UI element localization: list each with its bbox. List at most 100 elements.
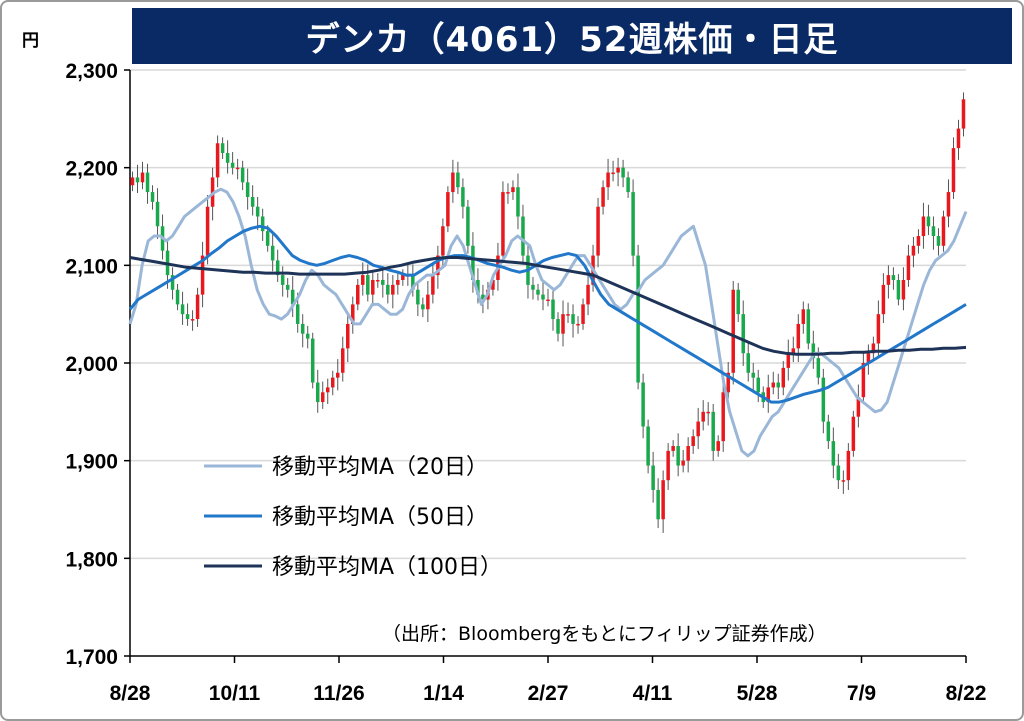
candle-up bbox=[436, 255, 440, 276]
candle-up bbox=[581, 304, 585, 324]
candle-up bbox=[716, 441, 720, 451]
candle-down bbox=[230, 162, 235, 168]
candle-down bbox=[736, 289, 740, 315]
candle-down bbox=[260, 216, 265, 232]
candle-down bbox=[310, 338, 315, 383]
candle-up bbox=[801, 309, 806, 324]
candle-up bbox=[346, 323, 350, 349]
candle-down bbox=[541, 294, 545, 300]
candle-down bbox=[891, 275, 896, 280]
candle-up bbox=[566, 314, 570, 316]
y-tick-label: 1,700 bbox=[65, 646, 118, 669]
candle-down bbox=[285, 284, 290, 290]
candle-up bbox=[391, 284, 395, 295]
candle-up bbox=[856, 397, 861, 417]
candle-up bbox=[961, 99, 966, 129]
candle-up bbox=[376, 279, 380, 282]
candle-down bbox=[240, 167, 245, 183]
candle-up bbox=[396, 279, 400, 285]
candle-down bbox=[936, 236, 941, 246]
candle-up bbox=[205, 206, 210, 256]
candle-up bbox=[426, 294, 430, 310]
ma100-line bbox=[129, 256, 967, 356]
candle-down bbox=[411, 275, 415, 290]
candle-down bbox=[155, 201, 160, 227]
candle-up bbox=[586, 284, 590, 305]
candle-down bbox=[826, 421, 831, 442]
candle-up bbox=[881, 284, 886, 315]
candle-up bbox=[320, 392, 325, 403]
candle-up bbox=[906, 255, 911, 280]
candle-up bbox=[721, 392, 725, 442]
candle-up bbox=[866, 353, 871, 363]
candle-up bbox=[916, 236, 921, 246]
candle-up bbox=[561, 314, 565, 334]
candle-down bbox=[571, 314, 575, 324]
candle-down bbox=[806, 309, 811, 344]
candle-down bbox=[280, 275, 285, 285]
candle-down bbox=[421, 304, 425, 310]
candle-down bbox=[300, 323, 305, 334]
candle-down bbox=[656, 489, 660, 520]
candle-up bbox=[946, 192, 951, 217]
candle-up bbox=[786, 353, 791, 368]
chart-title: デンカ（4061）52週株価・日足 bbox=[132, 8, 1012, 64]
x-tick-label: 4/11 bbox=[633, 682, 673, 705]
candle-down bbox=[756, 377, 761, 393]
candle-down bbox=[270, 245, 275, 261]
x-tick-label: 10/11 bbox=[209, 682, 261, 705]
candle-down bbox=[636, 255, 640, 383]
candle-up bbox=[140, 172, 145, 183]
candle-up bbox=[956, 128, 961, 149]
candle-down bbox=[220, 143, 225, 154]
candle-up bbox=[771, 382, 776, 388]
candle-down bbox=[275, 260, 280, 276]
candle-up bbox=[511, 187, 515, 193]
candle-down bbox=[811, 343, 816, 359]
y-tick-label: 2,000 bbox=[65, 353, 118, 376]
candle-up bbox=[796, 323, 801, 349]
candle-up bbox=[341, 348, 345, 373]
candle-up bbox=[766, 387, 771, 403]
candle-up bbox=[691, 436, 695, 447]
candle-up bbox=[841, 480, 846, 482]
candle-up bbox=[921, 216, 926, 237]
candle-up bbox=[941, 216, 946, 246]
candle-down bbox=[381, 279, 385, 285]
candle-down bbox=[746, 353, 750, 373]
candle-up bbox=[606, 172, 610, 188]
x-tick-label: 5/28 bbox=[737, 682, 778, 705]
candle-down bbox=[521, 216, 525, 256]
candle-down bbox=[170, 275, 175, 290]
candle-up bbox=[235, 167, 240, 170]
y-tick-labels: 1,700 1,800 1,900 2,000 2,100 2,200 2,300 bbox=[65, 60, 118, 669]
candle-up bbox=[696, 421, 700, 437]
candle-up bbox=[666, 450, 670, 481]
candle-up bbox=[576, 323, 580, 326]
candle-down bbox=[245, 182, 250, 197]
candlesticks bbox=[130, 92, 966, 533]
candle-down bbox=[926, 216, 931, 227]
candle-down bbox=[896, 279, 901, 300]
candle-down bbox=[711, 411, 715, 451]
candle-down bbox=[821, 377, 826, 422]
candle-down bbox=[641, 382, 645, 427]
candle-down bbox=[631, 192, 635, 256]
candle-up bbox=[335, 372, 340, 378]
candle-up bbox=[681, 460, 685, 466]
candle-down bbox=[646, 426, 650, 466]
candle-down bbox=[836, 465, 841, 481]
candle-up bbox=[371, 279, 375, 295]
candle-down bbox=[471, 245, 475, 280]
candle-down bbox=[255, 206, 260, 217]
candle-up bbox=[671, 446, 675, 451]
candle-down bbox=[366, 275, 370, 295]
candle-up bbox=[791, 348, 796, 354]
candle-down bbox=[135, 177, 140, 183]
candle-down bbox=[556, 319, 560, 334]
candle-down bbox=[225, 153, 230, 163]
x-tick-label: 2/27 bbox=[528, 682, 569, 705]
candle-up bbox=[846, 450, 851, 481]
candle-up bbox=[861, 363, 866, 398]
